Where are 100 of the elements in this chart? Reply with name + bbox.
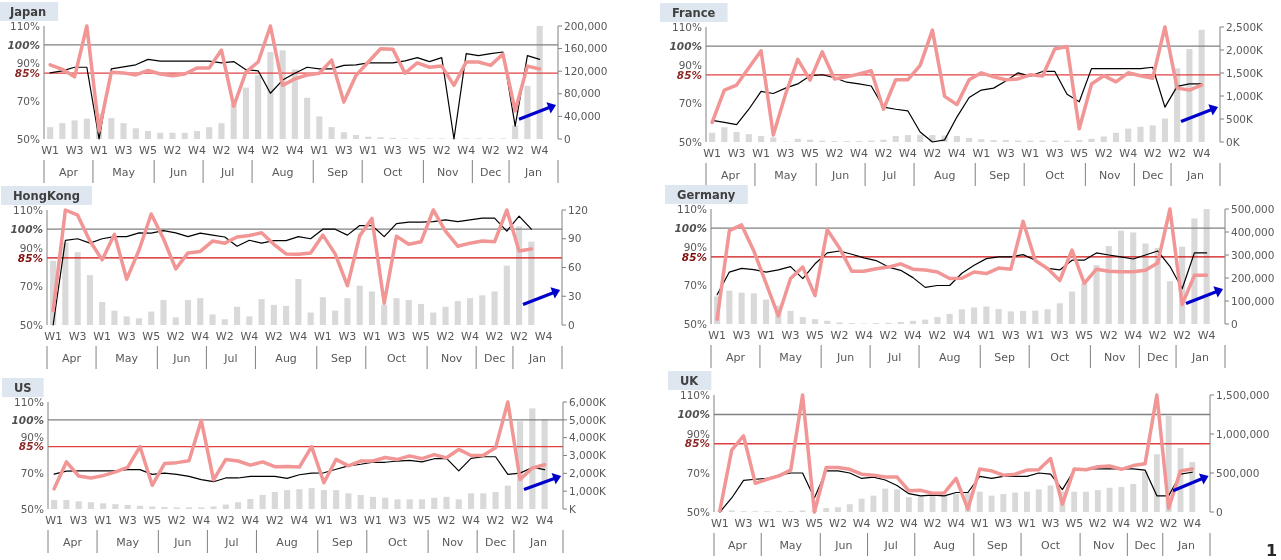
x-tick-label: W2 <box>437 514 456 527</box>
y2-tick-label: 400,000 <box>1231 225 1275 238</box>
x-tick-label: W5 <box>801 147 819 160</box>
x-tick-label: W5 <box>139 144 157 157</box>
text: May <box>112 166 136 179</box>
text: Jul <box>224 536 239 549</box>
x-tick-label: W1 <box>93 330 112 343</box>
x-tick-label: W4 <box>1183 517 1202 530</box>
x-tick-label: W1 <box>41 144 60 157</box>
text: Sep <box>994 351 1016 364</box>
x-tick-label: W2 <box>261 144 280 157</box>
y-tick-label: 70% <box>16 95 41 108</box>
x-tick-label: W3 <box>1050 329 1069 342</box>
x-tick-label: W4 <box>461 330 479 343</box>
x-tick-label: W5 <box>143 514 162 527</box>
text: Jun <box>831 169 850 182</box>
x-tick-label: W1 <box>703 147 722 160</box>
x-tick-label: W2 <box>264 330 283 343</box>
y2-tick-label: 200,000 <box>564 19 608 32</box>
text: Jun <box>836 351 855 364</box>
y2-tick-label: 0 <box>564 132 571 145</box>
x-tick-label: W2 <box>1094 147 1113 160</box>
x-tick-label: W2 <box>1099 329 1118 342</box>
y2-tick-label: 2,000K <box>1226 43 1265 56</box>
y2-tick-label: 1,500,000 <box>1216 388 1270 401</box>
x-tick-label: W4 <box>290 514 309 527</box>
y-tick-label: 110% <box>13 395 45 408</box>
y2-tick-label: 200,000 <box>1231 271 1275 284</box>
x-tick-label: W3 <box>117 330 136 343</box>
y-tick-label: 70% <box>686 466 711 479</box>
x-tick-label: W1 <box>364 514 382 527</box>
x-tick-label: W4 <box>1124 329 1143 342</box>
x-tick-label: W3 <box>727 147 746 160</box>
x-tick-label: W2 <box>215 330 234 343</box>
y-tick-label: 70% <box>20 467 45 480</box>
x-tick-label: W5 <box>408 144 427 157</box>
text: Aug <box>933 539 956 552</box>
x-tick-label: W4 <box>236 144 255 157</box>
y2-tick-label: 60 <box>568 261 582 274</box>
x-tick-label: W4 <box>855 329 873 342</box>
text: Dec <box>1147 351 1169 364</box>
x-tick-label: W4 <box>947 147 966 160</box>
x-tick-label: W5 <box>412 330 430 343</box>
text: Jul <box>883 539 898 552</box>
x-tick-label: W4 <box>1119 147 1138 160</box>
y2-tick-label: 1,500K <box>1226 66 1265 79</box>
text: Sep <box>330 352 352 365</box>
x-tick-label: W4 <box>241 514 260 527</box>
y2-tick-label: 0K <box>1226 135 1241 148</box>
x-tick-label: W2 <box>829 517 847 530</box>
y2-tick-label: 6,000K <box>569 395 608 408</box>
y2-tick-label: 0 <box>568 318 575 331</box>
x-tick-label: W2 <box>1136 517 1154 530</box>
y2-tick-label: 0 <box>1231 317 1238 330</box>
x-tick-label: W2 <box>265 514 284 527</box>
y-tick-label: 70% <box>19 280 44 293</box>
y2-tick-label: 300,000 <box>1231 248 1275 261</box>
x-tick-label: W3 <box>776 147 795 160</box>
x-tick-label: W3 <box>994 517 1013 530</box>
text: Jan <box>524 166 543 179</box>
x-tick-label: W1 <box>359 144 378 157</box>
y-tick-label: 110% <box>679 388 711 401</box>
chart-title: France <box>672 6 716 20</box>
x-tick-label: W3 <box>781 329 800 342</box>
text: Nov <box>441 536 464 549</box>
text: Jan <box>1176 539 1195 552</box>
text: May <box>115 352 139 365</box>
y-tick-label: 50% <box>16 132 41 145</box>
x-tick-label: W3 <box>1041 517 1060 530</box>
chart-title: HongKong <box>13 189 80 203</box>
x-tick-label: W2 <box>874 147 893 160</box>
x-tick-label: W3 <box>1001 329 1020 342</box>
x-tick-label: W5 <box>1075 329 1094 342</box>
text: Sep <box>331 536 353 549</box>
x-tick-label: W2 <box>510 330 529 343</box>
y2-tick-label: 5,000K <box>569 413 608 426</box>
y-tick-label: 110% <box>671 20 703 33</box>
text: Apr <box>58 166 79 179</box>
x-tick-label: W1 <box>758 517 777 530</box>
x-tick-label: W1 <box>757 329 776 342</box>
x-tick-label: W4 <box>462 514 480 527</box>
x-tick-label: W1 <box>708 329 727 342</box>
x-tick-label: W2 <box>1168 147 1187 160</box>
text: Jun <box>169 166 188 179</box>
text: Dec <box>483 352 506 365</box>
x-tick-label: W4 <box>898 147 917 160</box>
y-tick-label: 110% <box>12 203 44 216</box>
x-tick-label: W3 <box>732 329 751 342</box>
text: Nov <box>1104 351 1127 364</box>
x-tick-label: W3 <box>387 330 406 343</box>
text: Oct <box>1045 169 1065 182</box>
text: May <box>774 169 798 182</box>
x-tick-label: W2 <box>879 329 898 342</box>
x-tick-label: W2 <box>923 517 942 530</box>
x-tick-label: W1 <box>972 147 991 160</box>
x-tick-label: W3 <box>65 144 84 157</box>
y2-tick-label: 500,000 <box>1216 466 1260 479</box>
text: Jun <box>173 536 192 549</box>
text: Sep <box>987 539 1008 552</box>
x-tick-label: W4 <box>188 144 206 157</box>
